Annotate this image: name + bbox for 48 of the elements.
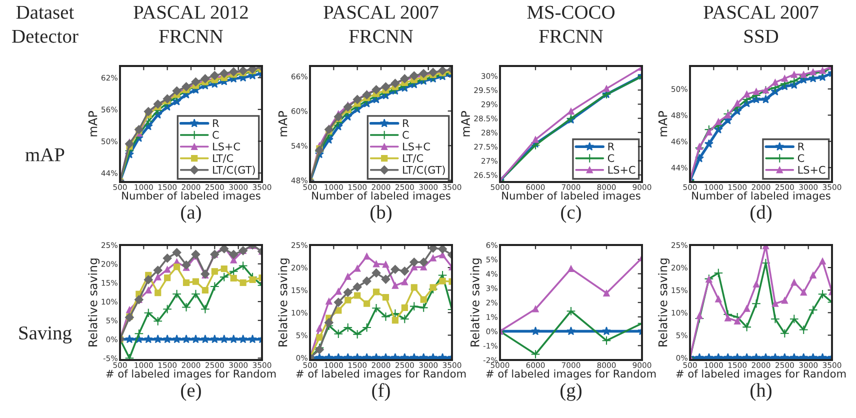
text: Saving	[19, 326, 72, 344]
legend-label: R	[608, 142, 614, 150]
legend-label: R	[213, 119, 219, 128]
legend-label: LS+C	[608, 166, 636, 174]
x-axis-title: Number of labeled images	[122, 191, 260, 202]
legend-label: LT/C(GT)	[213, 166, 255, 175]
legend-label: C	[798, 154, 804, 162]
text: (h)	[750, 383, 772, 401]
x-axis-title: # of labeled images for Random	[296, 369, 466, 380]
x-axis-title: # of labeled images for Random	[486, 369, 656, 380]
y-axis-title: mAP	[88, 111, 98, 136]
chart-title: PASCAL 2012 FRCNN	[134, 6, 248, 43]
legend-label: LS+C	[403, 142, 430, 150]
text: (b)	[370, 205, 392, 223]
x-axis-title: Number of labeled images	[692, 191, 830, 202]
legend-label: LT/C	[403, 154, 423, 163]
x-axis-title: Number of labeled images	[312, 191, 450, 202]
legend-label: LT/C(GT)	[403, 166, 445, 175]
text: Dataset	[16, 6, 74, 19]
text: mAP	[25, 148, 64, 162]
y-axis-title: mAP	[461, 111, 470, 136]
legend-label: LS+C	[213, 142, 240, 150]
y-axis-title: Relative saving	[88, 258, 100, 346]
text: (a)	[181, 205, 201, 223]
chart-title: PASCAL 2007 FRCNN	[324, 6, 438, 43]
y-axis-title: Relative saving	[278, 258, 290, 346]
y-axis-title: Relative saving	[470, 258, 482, 346]
legend-label: C	[608, 154, 614, 162]
text: (g)	[560, 383, 582, 401]
legend-label: C	[212, 130, 219, 139]
y-axis-title: Relative saving	[658, 258, 670, 346]
text: (c)	[561, 205, 581, 223]
chart-title: PASCAL 2007 SSD	[704, 6, 818, 43]
x-axis-title: # of labeled images for Random	[676, 369, 846, 380]
chart-title: MS-COCO FRCNN	[527, 6, 614, 43]
y-axis-title: mAP	[658, 111, 668, 136]
legend-label: C	[402, 130, 409, 139]
text: (f)	[372, 383, 390, 401]
legend-label: R	[798, 142, 804, 150]
y-axis-title: mAP	[278, 111, 288, 136]
x-axis-title: # of labeled images for Random	[106, 369, 276, 380]
legend-label: LT/C	[213, 154, 233, 163]
x-axis-title: Number of labeled images	[502, 191, 640, 202]
text: (e)	[181, 383, 201, 401]
text: (d)	[750, 205, 772, 223]
legend-label: R	[403, 119, 409, 128]
legend-label: LS+C	[798, 166, 826, 174]
text: Detector	[12, 30, 78, 43]
